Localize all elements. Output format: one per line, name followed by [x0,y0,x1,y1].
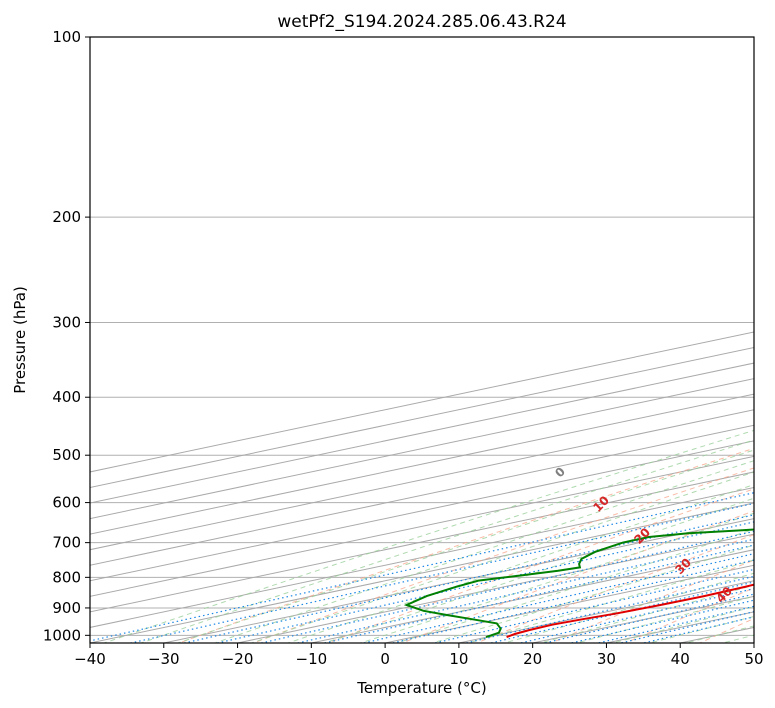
mixing-ratio-line [295,538,754,643]
y-tick-label: 100 [52,28,81,46]
isotherm-line [90,455,754,597]
moist-adiabat [322,497,754,643]
moist-adiabat [502,572,754,643]
isotherm-line [90,471,754,613]
y-tick-label: 900 [52,599,81,617]
isotherm-line [90,486,754,628]
moist-adiabat [102,429,754,643]
mixing-ratio-line [127,502,754,643]
mixing-ratio-line [568,599,754,643]
moist-adiabat [249,471,754,643]
x-axis: −40 −30 −20 −10 0 10 20 30 40 50 [74,643,764,668]
x-tick-label: 30 [597,650,616,668]
moist-adiabat [176,449,754,643]
moist-adiabat [466,559,754,643]
y-tick-label: 200 [52,208,81,226]
isotherm-line [308,549,754,643]
background-lines [90,10,775,648]
x-tick-label: −30 [148,650,180,668]
y-tick-label: 600 [52,494,81,512]
moist-adiabat [358,512,754,643]
chart-title: wetPf2_S194.2024.285.06.43.R24 [277,12,566,32]
x-tick-label: 50 [744,650,763,668]
isotherm-line [235,533,754,643]
isotherm-line [161,518,754,643]
isotherm-line [90,502,754,643]
plot-frame [89,36,755,644]
series-layer [403,528,754,639]
mixing-ratio-line [463,575,754,643]
isotherm-line [90,440,754,582]
y-tick-label: 400 [52,388,81,406]
moist-adiabat-label: 0 [552,464,568,480]
mixing-ratio-line [214,521,754,643]
x-tick-label: 40 [671,650,690,668]
y-tick-label: 300 [52,313,81,331]
isotherm-line [90,424,754,566]
moist-adiabat [139,439,754,643]
x-tick-label: −10 [296,650,328,668]
y-tick-label: 1000 [43,626,81,644]
dewpoint-profile [403,528,754,639]
y-tick-label: 500 [52,446,81,464]
dry-adiabat [177,447,754,643]
mixing-ratio-line [321,544,754,643]
x-tick-label: 10 [449,650,468,668]
y-axis: 100 200 300 400 500 600 700 800 900 1000 [43,28,90,644]
y-tick-label: 700 [52,534,81,552]
x-tick-label: 0 [380,650,390,668]
dry-adiabat [400,510,754,643]
moist-adiabat [213,460,754,643]
isotherm-line [456,580,754,643]
x-tick-label: 20 [523,650,542,668]
dry-adiabat [251,467,754,643]
y-axis-label: Pressure (hPa) [11,286,29,394]
moist-adiabat [574,595,754,643]
dry-adiabat [764,10,775,648]
moist-adiabat [430,544,754,643]
isotherm-line [604,611,754,643]
x-tick-label: −20 [222,650,254,668]
dry-adiabat [624,587,754,643]
moist-adiabat [684,625,754,643]
mixing-ratio-line [90,492,754,642]
dry-adiabat [326,488,754,643]
x-axis-label: Temperature (°C) [356,679,486,697]
isotherm-line [90,409,754,551]
dry-adiabat [475,534,754,643]
isotherm-line [530,595,754,643]
mixing-ratio-line [181,514,754,643]
moist-adiabat-label: 10 [590,493,612,515]
y-tick-label: 800 [52,568,81,586]
mixing-ratio-line [542,593,754,643]
mixing-ratio-line [517,588,754,643]
x-tick-label: −40 [74,650,106,668]
moist-adiabat [538,584,754,643]
mixing-ratio-line [488,581,754,643]
